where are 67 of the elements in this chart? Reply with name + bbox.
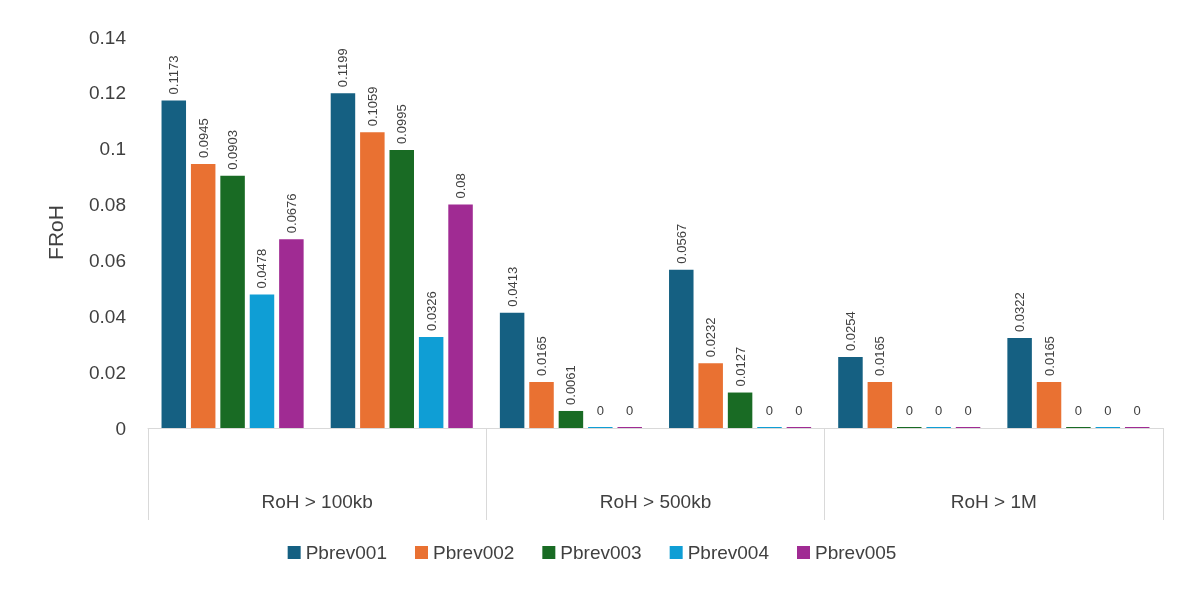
legend-label: Pbrev003 — [560, 542, 642, 563]
data-label: 0.0127 — [732, 346, 748, 387]
text: RoH > 100kb — [261, 491, 373, 512]
y-tick-label: 0.14 — [89, 26, 127, 48]
bar — [360, 132, 385, 428]
bar — [279, 239, 304, 428]
data-label: 0.0567 — [673, 223, 689, 264]
y-tick-label: 0.02 — [89, 361, 126, 383]
data-label: 0 — [964, 403, 972, 418]
bar — [529, 381, 554, 428]
data-label: 0.0061 — [563, 365, 579, 405]
data-label: 0.0945 — [195, 118, 211, 159]
data-label: 0.0413 — [504, 266, 520, 307]
bar — [867, 381, 893, 428]
y-tick-label: 0.1 — [99, 138, 126, 160]
data-label: 0.0165 — [872, 336, 888, 376]
data-label: 0.0165 — [1041, 336, 1057, 376]
text: RoH > 1M — [950, 491, 1037, 512]
bar — [727, 392, 753, 428]
legend-label: Pbrev001 — [305, 542, 388, 563]
bar — [669, 269, 694, 428]
data-label: 0 — [1074, 403, 1083, 418]
data-label: 0.1059 — [364, 86, 380, 127]
bar — [838, 357, 863, 428]
data-label: 0.0254 — [842, 311, 858, 352]
data-label: 0 — [795, 403, 803, 418]
bar — [220, 175, 245, 428]
data-label: 0.0232 — [703, 317, 719, 358]
y-tick-label: 0.04 — [89, 305, 127, 327]
data-label: 0.0165 — [534, 336, 550, 376]
legend-label: Pbrev002 — [433, 542, 515, 563]
data-label: 0 — [626, 403, 634, 418]
legend-label: Pbrev004 — [687, 542, 770, 563]
y-tick-label: 0.12 — [89, 82, 126, 104]
bar — [448, 204, 473, 428]
bar — [418, 336, 444, 428]
data-label: 0 — [935, 403, 943, 418]
data-label: 0.0903 — [225, 130, 241, 170]
data-label: 0.0478 — [254, 248, 270, 289]
bar — [249, 294, 275, 428]
bar — [558, 410, 584, 428]
bar — [161, 100, 187, 428]
data-label: 0.0322 — [1012, 292, 1028, 333]
y-tick-label: 0 — [115, 417, 126, 439]
data-label: 0.0676 — [283, 193, 299, 234]
data-label: 0 — [905, 403, 913, 418]
data-label: 0.0995 — [394, 104, 410, 145]
data-label: 0.0326 — [423, 291, 439, 331]
data-label: 0 — [596, 403, 604, 418]
data-label: 0.1199 — [335, 48, 351, 88]
bar — [1007, 338, 1032, 428]
y-axis-title: FRoH — [44, 205, 67, 260]
bar — [698, 363, 723, 428]
y-tick-label: 0.06 — [89, 249, 126, 271]
bar — [190, 164, 216, 428]
text: RoH > 500kb — [599, 491, 712, 512]
data-label: 0 — [765, 403, 774, 418]
bar — [330, 93, 356, 428]
data-label: 0.1173 — [166, 55, 182, 95]
data-label: 0 — [1133, 403, 1141, 418]
legend-label: Pbrev005 — [815, 542, 897, 563]
data-label: 0 — [1104, 403, 1112, 418]
y-tick-label: 0.08 — [89, 194, 126, 216]
data-label: 0.08 — [453, 173, 469, 199]
bar — [389, 150, 414, 428]
bar — [499, 312, 525, 428]
bar — [1036, 381, 1062, 428]
